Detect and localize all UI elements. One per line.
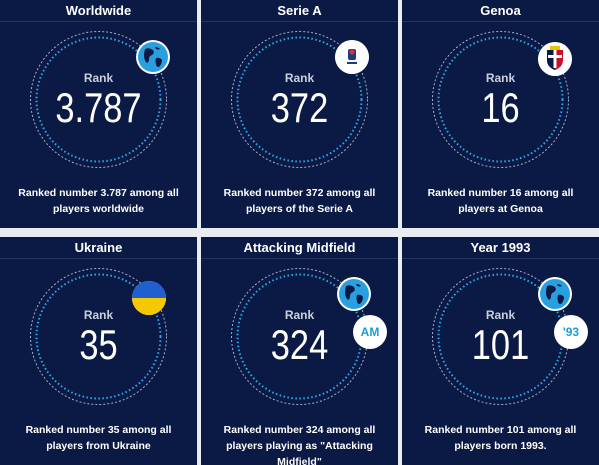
rank-ring: Rank 3.787 <box>28 29 169 170</box>
rank-ring: Rank 35 <box>28 266 169 407</box>
rank-label: Rank <box>83 71 114 85</box>
card-title: Year 1993 <box>470 240 531 255</box>
rank-card-worldwide[interactable]: Worldwide Rank 3.787 Ranked number 3.787… <box>0 0 197 228</box>
globe-icon <box>337 277 371 311</box>
card-description: Ranked number 324 among all players play… <box>223 424 376 465</box>
serie-a-logo-icon <box>335 40 369 74</box>
ukraine-flag-icon <box>132 281 166 315</box>
rank-card-attacking-midfield[interactable]: Attacking Midfield Rank 324 AM Ranked nu… <box>201 237 398 465</box>
rank-value: 101 <box>471 321 530 368</box>
rank-value: 16 <box>481 84 520 131</box>
card-description: Ranked number 16 among all players at Ge… <box>427 187 574 215</box>
title-divider <box>201 21 398 22</box>
card-description: Ranked number 3.787 among all players wo… <box>18 187 179 215</box>
rank-label: Rank <box>83 308 114 322</box>
title-divider <box>0 258 197 259</box>
rank-value: 3.787 <box>55 84 142 131</box>
rank-value: 372 <box>270 84 329 131</box>
card-title: Ukraine <box>74 240 123 255</box>
rank-card-genoa[interactable]: Genoa Rank 16 Ranked number 16 among all… <box>402 0 599 228</box>
globe-icon <box>538 277 572 311</box>
title-divider <box>0 21 197 22</box>
globe-icon <box>136 40 170 74</box>
rank-label: Rank <box>284 71 315 85</box>
rank-ring: Rank 101 <box>430 266 571 407</box>
rank-label: Rank <box>485 308 516 322</box>
rank-label: Rank <box>485 71 516 85</box>
card-title: Worldwide <box>65 3 132 18</box>
year-badge: '93 <box>554 315 588 349</box>
rank-value: 35 <box>79 321 118 368</box>
card-description: Ranked number 35 among all players from … <box>25 424 172 452</box>
rank-card-ukraine[interactable]: Ukraine Rank 35 Ranked number 35 among a… <box>0 237 197 465</box>
title-divider <box>402 21 599 22</box>
card-title: Genoa <box>480 3 521 18</box>
rank-card-serie-a[interactable]: Serie A Rank 372 Ranked number 372 among… <box>201 0 398 228</box>
rank-label: Rank <box>284 308 315 322</box>
title-divider <box>201 258 398 259</box>
genoa-crest-icon <box>538 42 572 76</box>
card-description: Ranked number 372 among all players of t… <box>223 187 376 215</box>
rank-value: 324 <box>270 321 329 368</box>
rank-ring: Rank 16 <box>430 29 571 170</box>
rank-card-year-1993[interactable]: Year 1993 Rank 101 '93 Ranked number 101… <box>402 237 599 465</box>
title-divider <box>402 258 599 259</box>
card-title: Attacking Midfield <box>243 240 356 255</box>
rank-ring: Rank 372 <box>229 29 370 170</box>
card-title: Serie A <box>277 3 322 18</box>
card-description: Ranked number 101 among all players born… <box>424 424 577 452</box>
position-badge: AM <box>353 315 387 349</box>
